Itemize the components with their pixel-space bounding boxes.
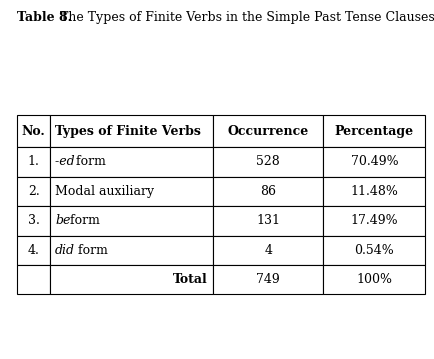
- Text: Table 8.: Table 8.: [17, 11, 72, 24]
- Bar: [17, 115, 50, 147]
- Bar: [213, 177, 323, 206]
- Bar: [323, 206, 425, 236]
- Text: The Types of Finite Verbs in the Simple Past Tense Clauses in the Articles: The Types of Finite Verbs in the Simple …: [56, 11, 434, 24]
- Text: Modal auxiliary: Modal auxiliary: [55, 185, 155, 198]
- Bar: [50, 147, 213, 177]
- Text: did: did: [55, 244, 75, 257]
- Text: 131: 131: [256, 214, 280, 227]
- Text: Percentage: Percentage: [335, 125, 414, 137]
- Text: 3.: 3.: [28, 214, 39, 227]
- Bar: [50, 115, 213, 147]
- Text: 528: 528: [256, 155, 280, 168]
- Text: 100%: 100%: [356, 273, 392, 286]
- Text: form: form: [66, 214, 100, 227]
- Text: 11.48%: 11.48%: [350, 185, 398, 198]
- Text: 2.: 2.: [28, 185, 39, 198]
- Bar: [50, 265, 213, 294]
- Bar: [17, 147, 50, 177]
- Text: form: form: [69, 244, 107, 257]
- Text: 70.49%: 70.49%: [351, 155, 398, 168]
- Bar: [17, 236, 50, 265]
- Text: be: be: [55, 214, 71, 227]
- Text: 4.: 4.: [28, 244, 39, 257]
- Text: Types of Finite Verbs: Types of Finite Verbs: [55, 125, 201, 137]
- Text: 86: 86: [260, 185, 276, 198]
- Bar: [323, 147, 425, 177]
- Bar: [213, 115, 323, 147]
- Bar: [50, 206, 213, 236]
- Bar: [17, 265, 50, 294]
- Text: No.: No.: [22, 125, 46, 137]
- Bar: [50, 177, 213, 206]
- Text: -​ed: -​ed: [55, 155, 75, 168]
- Text: Total: Total: [173, 273, 208, 286]
- Text: 4: 4: [264, 244, 272, 257]
- Bar: [17, 177, 50, 206]
- Bar: [323, 115, 425, 147]
- Bar: [323, 236, 425, 265]
- Bar: [50, 236, 213, 265]
- Bar: [17, 206, 50, 236]
- Text: 749: 749: [256, 273, 280, 286]
- Bar: [213, 147, 323, 177]
- Bar: [213, 265, 323, 294]
- Text: 1.: 1.: [28, 155, 39, 168]
- Bar: [323, 265, 425, 294]
- Text: 17.49%: 17.49%: [351, 214, 398, 227]
- Text: 0.54%: 0.54%: [355, 244, 394, 257]
- Text: Occurrence: Occurrence: [227, 125, 309, 137]
- Bar: [213, 236, 323, 265]
- Bar: [213, 206, 323, 236]
- Bar: [323, 177, 425, 206]
- Text: form: form: [72, 155, 105, 168]
